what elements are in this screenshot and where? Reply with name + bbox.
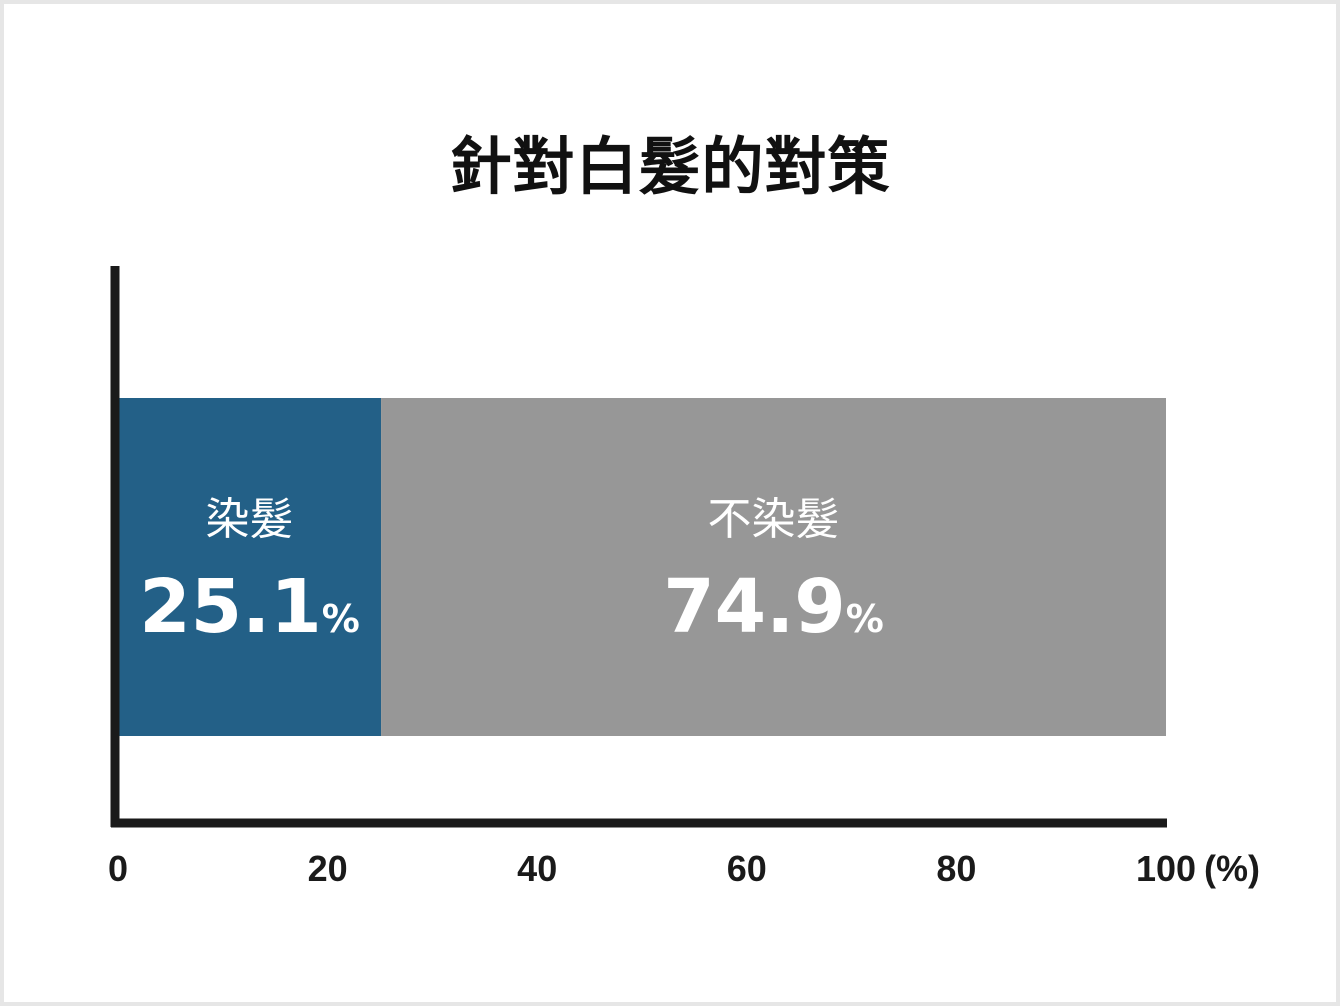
x-tick-label-20: 20 [308,848,348,889]
x-tick-label-80: 80 [936,848,976,889]
x-tick-label-40: 40 [517,848,557,889]
x-tick-label-100: 100 [1136,848,1196,889]
segment-value-2: 74.9% [663,564,884,650]
stacked-bar-chart: 染髮 25.1% 不染髮 74.9% 0 20 40 60 80 100 (%) [108,266,1260,889]
segment-label-2: 不染髮 [708,494,840,545]
chart-card: 針對白髮的對策 染髮 25.1% 不染髮 74.9% 0 20 40 60 80 100 (%) [4,4,1336,1002]
bar-segment-1 [118,398,382,736]
bar-segment-2 [381,398,1167,736]
x-tick-label-60: 60 [727,848,767,889]
segment-value-1: 25.1% [139,564,360,650]
chart-title: 針對白髮的對策 [449,130,891,203]
segment-label-1: 染髮 [206,494,294,545]
x-axis-unit: (%) [1204,848,1260,889]
x-tick-label-0: 0 [108,848,128,889]
